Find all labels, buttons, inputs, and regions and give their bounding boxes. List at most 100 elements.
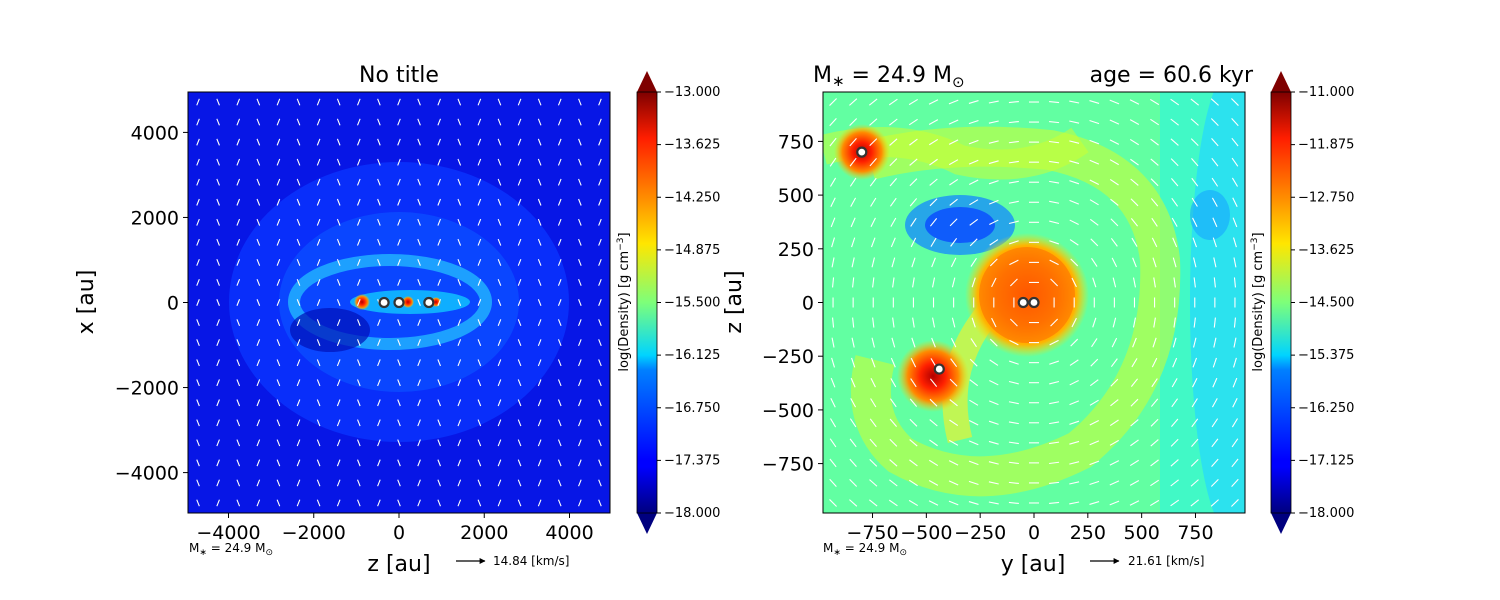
velocity-vector xyxy=(1129,500,1140,506)
velocity-vector xyxy=(417,178,421,186)
velocity-vector xyxy=(1049,441,1060,445)
velocity-vector xyxy=(557,339,562,347)
velocity-vector xyxy=(336,118,341,126)
velocity-vector xyxy=(336,238,341,246)
velocity-vector xyxy=(1069,219,1079,226)
velocity-vector xyxy=(598,278,602,286)
y-tick-label: 0 xyxy=(167,293,179,315)
velocity-vector xyxy=(829,157,837,167)
velocity-vector xyxy=(477,118,482,126)
velocity-vector xyxy=(598,158,602,166)
velocity-vector xyxy=(1069,461,1080,465)
velocity-vector xyxy=(1150,398,1159,407)
velocity-vector xyxy=(437,118,442,126)
velocity-vector xyxy=(397,258,401,266)
velocity-vector xyxy=(1192,217,1198,228)
velocity-vector xyxy=(557,299,562,306)
velocity-vector xyxy=(236,359,241,367)
velocity-vector xyxy=(1008,481,1019,485)
velocity-vector xyxy=(1008,140,1019,144)
velocity-vector xyxy=(537,138,542,146)
velocity-vector xyxy=(1069,160,1080,165)
velocity-vector xyxy=(831,237,836,248)
velocity-vector xyxy=(417,379,421,387)
colorbar-tick-label: −18.000 xyxy=(664,506,720,521)
velocity-vector xyxy=(928,119,939,125)
velocity-vector xyxy=(1212,217,1218,228)
velocity-vector xyxy=(477,198,482,206)
velocity-vector xyxy=(989,258,998,267)
velocity-vector xyxy=(1008,421,1019,425)
velocity-vector xyxy=(1193,337,1197,348)
velocity-vector xyxy=(557,359,562,367)
velocity-vector xyxy=(1131,237,1138,247)
velocity-vector xyxy=(457,198,462,206)
velocity-vector xyxy=(1069,100,1080,104)
velocity-vector xyxy=(296,258,301,266)
velocity-vector xyxy=(1091,338,1098,348)
velocity-vector xyxy=(457,258,462,266)
colorbar-tick-label: −13.625 xyxy=(664,138,720,153)
velocity-vector xyxy=(1232,377,1238,388)
velocity-vector xyxy=(316,379,321,387)
velocity-vector xyxy=(830,197,836,207)
velocity-vector xyxy=(236,138,241,146)
velocity-vector xyxy=(1049,120,1060,124)
velocity-vector xyxy=(968,159,979,165)
velocity-vector xyxy=(1193,277,1196,288)
velocity-vector xyxy=(929,439,938,447)
velocity-vector xyxy=(196,278,200,286)
velocity-vector xyxy=(417,218,421,226)
velocity-vector xyxy=(1211,438,1219,448)
velocity-vector xyxy=(356,158,361,166)
velocity-vector xyxy=(1112,277,1117,288)
velocity-vector xyxy=(851,337,855,348)
velocity-vector xyxy=(397,218,401,226)
velocity-vector xyxy=(537,299,542,306)
velocity-vector xyxy=(517,278,522,286)
velocity-vector xyxy=(417,238,421,246)
star-marker xyxy=(393,296,405,309)
velocity-vector xyxy=(417,118,421,126)
star-marker xyxy=(423,296,435,309)
velocity-vector xyxy=(437,198,442,206)
velocity-vector xyxy=(497,479,502,487)
velocity-vector xyxy=(377,198,381,206)
velocity-vector xyxy=(356,359,361,367)
velocity-vector xyxy=(1089,379,1099,387)
velocity-vector xyxy=(1210,499,1219,507)
x-tick-label: 0 xyxy=(393,522,405,544)
velocity-vector xyxy=(598,299,602,306)
velocity-vector xyxy=(537,339,542,347)
velocity-vector xyxy=(968,480,979,486)
velocity-vector xyxy=(397,98,401,106)
velocity-vector xyxy=(1231,177,1238,187)
velocity-vector xyxy=(276,499,281,507)
velocity-vector xyxy=(397,439,401,447)
right-xlabel: y [au] xyxy=(1001,552,1066,577)
velocity-vector xyxy=(911,257,916,268)
velocity-vector xyxy=(216,158,220,166)
velocity-vector xyxy=(1049,380,1060,385)
velocity-vector xyxy=(417,499,421,507)
velocity-vector xyxy=(356,178,361,186)
velocity-vector xyxy=(517,198,522,206)
right-density-field xyxy=(823,92,1245,513)
velocity-vector xyxy=(557,258,562,266)
velocity-vector xyxy=(437,419,442,427)
velocity-vector xyxy=(1191,398,1198,408)
y-tick-label: −2000 xyxy=(115,378,179,400)
velocity-vector xyxy=(910,357,917,368)
velocity-vector xyxy=(336,459,341,467)
velocity-vector xyxy=(457,238,462,246)
velocity-vector xyxy=(598,218,602,226)
velocity-vector xyxy=(316,158,321,166)
velocity-vector xyxy=(910,217,917,227)
velocity-vector xyxy=(889,178,898,187)
velocity-vector xyxy=(988,100,999,104)
left-mass-annotation: M∗ = 24.9 M⊙ xyxy=(189,541,273,558)
velocity-vector xyxy=(216,98,220,106)
velocity-vector xyxy=(377,379,381,387)
velocity-vector xyxy=(1049,240,1060,245)
velocity-vector xyxy=(216,379,220,387)
